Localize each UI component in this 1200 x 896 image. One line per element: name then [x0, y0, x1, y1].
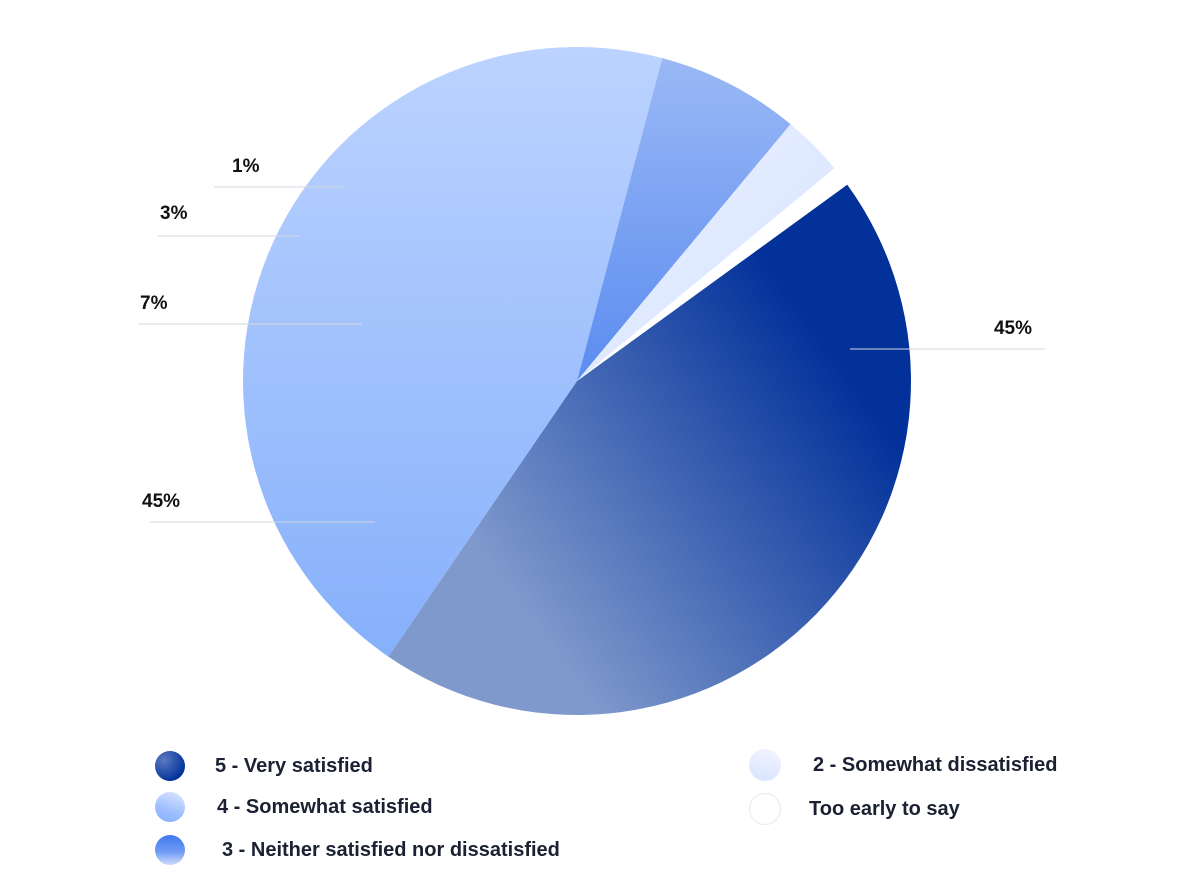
legend-item-very-satisfied: 5 - Very satisfied [155, 749, 373, 783]
pie-slices [243, 47, 911, 715]
legend-swatch-too-early [749, 793, 781, 825]
pie-slice-neither [577, 58, 791, 381]
legend-item-too-early: Too early to say [749, 792, 960, 826]
legend-swatch-very-satisfied [155, 751, 185, 781]
leader-lines [138, 186, 1045, 523]
legend-item-somewhat-satisfied: 4 - Somewhat satisfied [155, 790, 433, 824]
data-label-too-early: 1% [232, 156, 260, 177]
pie-slice-too-early [577, 168, 848, 381]
legend-swatch-neither [155, 835, 185, 865]
legend-label: 2 - Somewhat dissatisfied [813, 753, 1058, 776]
data-label-very-satisfied: 45% [994, 318, 1032, 339]
legend-swatch-somewhat-satisfied [155, 792, 185, 822]
pie-slice-somewhat-satisfied [243, 47, 663, 657]
legend-label: 3 - Neither satisfied nor dissatisfied [222, 838, 560, 861]
legend-label: Too early to say [809, 797, 960, 820]
legend-swatch-somewhat-dissatisfied [749, 749, 781, 781]
pie-slice-somewhat-dissatisfied [577, 124, 835, 382]
data-label-somewhat-satisfied: 45% [142, 491, 180, 512]
legend-item-neither: 3 - Neither satisfied nor dissatisfied [155, 833, 560, 867]
legend-item-somewhat-dissatisfied: 2 - Somewhat dissatisfied [749, 748, 1058, 782]
legend-label: 5 - Very satisfied [215, 754, 373, 777]
data-label-somewhat-dissatisfied: 3% [160, 203, 188, 224]
data-labels: 45% 45% 7% 3% 1% [140, 156, 1032, 512]
legend-label: 4 - Somewhat satisfied [217, 795, 433, 818]
pie-slice-very-satisfied [388, 184, 911, 715]
data-label-neither: 7% [140, 293, 168, 314]
